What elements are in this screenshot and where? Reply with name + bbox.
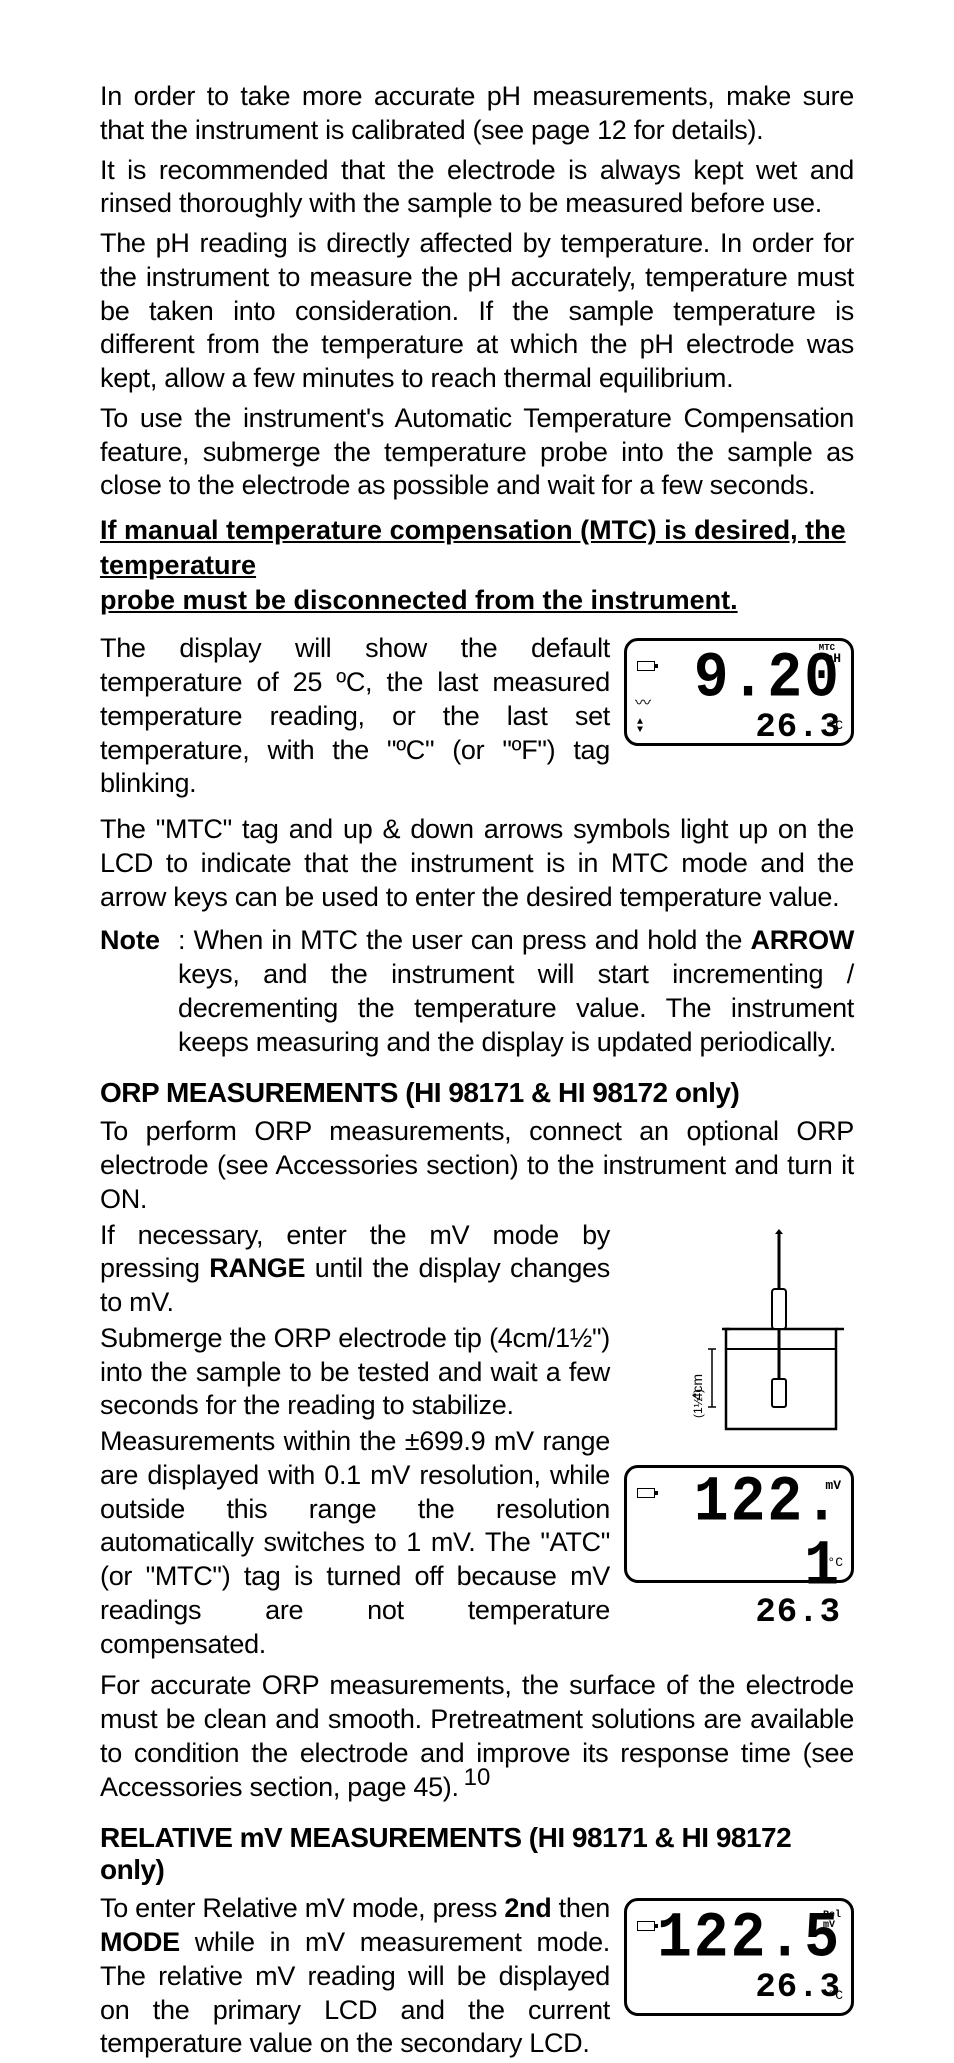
lcd-temp-unit: °C bbox=[827, 718, 843, 733]
lcd-mv-display: mV 122. 1 26.3 °C bbox=[624, 1465, 854, 1583]
lcd-ph-value: 9.20 bbox=[637, 648, 841, 712]
paragraph-rel-mv: To enter Relative mV mode, press 2nd the… bbox=[100, 1892, 610, 2061]
paragraph-electrode-wet: It is recommended that the electrode is … bbox=[100, 154, 854, 222]
paragraph-orp-connect: To perform ORP measurements, connect an … bbox=[100, 1115, 854, 1216]
lcd-temp-value: 26.3 bbox=[637, 1971, 841, 2005]
note-body: : When in MTC the user can press and hol… bbox=[178, 924, 854, 1059]
arrow-keyword: ARROW bbox=[751, 925, 854, 955]
paragraph-calibration: In order to take more accurate pH measur… bbox=[100, 80, 854, 148]
lcd-temp-value: 26.3 bbox=[637, 711, 841, 745]
note-label: Note bbox=[100, 924, 178, 1059]
paragraph-temperature-effect: The pH reading is directly affected by t… bbox=[100, 227, 854, 396]
paragraph-submerge-orp: Submerge the ORP electrode tip (4cm/1½")… bbox=[100, 1322, 610, 1423]
page-number: 10 bbox=[0, 1764, 954, 1792]
note-block: Note : When in MTC the user can press an… bbox=[100, 924, 854, 1059]
heading-rel-mv: RELATIVE mV MEASUREMENTS (HI 98171 & HI … bbox=[100, 1822, 854, 1886]
heading-orp: ORP MEASUREMENTS (HI 98171 & HI 98172 on… bbox=[100, 1077, 854, 1109]
beaker-diagram: 4cm (1½") bbox=[654, 1229, 854, 1449]
mtc-underline-heading: If manual temperature compensation (MTC)… bbox=[100, 513, 854, 618]
lcd-rel-mv-display: Rel mV 122.5 26.3 °C bbox=[624, 1898, 854, 2016]
lcd-rel-mv-value: 122.5 bbox=[637, 1908, 841, 1972]
lcd-temp-unit: °C bbox=[827, 1988, 843, 2003]
paragraph-default-temp: The display will show the default temper… bbox=[100, 632, 610, 801]
updown-arrows-icon: ▲▼ bbox=[637, 719, 643, 735]
paragraph-mv-range: Measurements within the ±699.9 mV range … bbox=[100, 1425, 610, 1661]
second-keyword: 2nd bbox=[504, 1893, 551, 1923]
svg-text:(1½"): (1½") bbox=[691, 1389, 705, 1418]
lcd-mv-value: 122. 1 bbox=[637, 1472, 841, 1600]
paragraph-mv-mode: If necessary, enter the mV mode by press… bbox=[100, 1219, 610, 1320]
mtc-underline-line2: probe must be disconnected from the inst… bbox=[100, 585, 730, 615]
lcd-temp-unit: °C bbox=[827, 1555, 843, 1570]
paragraph-atc: To use the instrument's Automatic Temper… bbox=[100, 402, 854, 503]
mode-keyword: MODE bbox=[100, 1927, 180, 1957]
lcd-ph-display: 〰 MTC pH 9.20 26.3 °C ▲▼ bbox=[624, 638, 854, 746]
range-keyword: RANGE bbox=[209, 1253, 305, 1283]
mtc-underline-line1: If manual temperature compensation (MTC)… bbox=[100, 515, 846, 580]
paragraph-mtc-tag: The "MTC" tag and up & down arrows symbo… bbox=[100, 813, 854, 914]
